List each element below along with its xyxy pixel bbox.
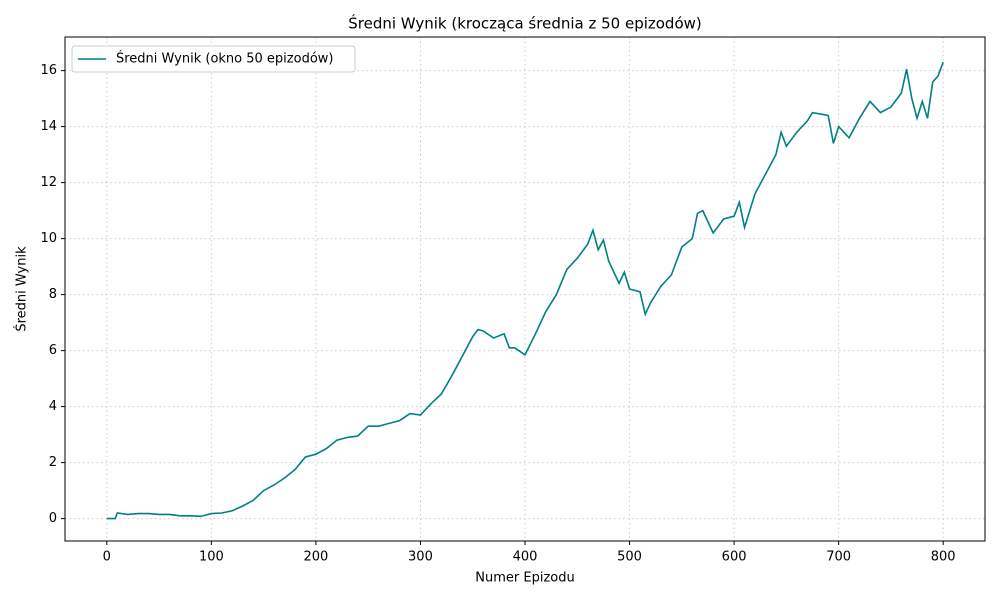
data-line <box>106 61 944 520</box>
y-tick-label: 4 <box>49 399 57 414</box>
x-tick-label: 0 <box>103 550 111 565</box>
x-axis-label: Numer Epizodu <box>475 571 574 586</box>
x-tick-label: 500 <box>617 550 642 565</box>
x-tick-label: 100 <box>199 550 224 565</box>
x-tick-label: 300 <box>408 550 433 565</box>
legend-label: Średni Wynik (okno 50 epizodów) <box>116 51 333 67</box>
x-tick-label: 700 <box>826 550 851 565</box>
y-tick-label: 6 <box>49 343 57 358</box>
y-tick-label: 12 <box>40 175 57 190</box>
y-tick-label: 10 <box>40 231 57 246</box>
chart-title: Średni Wynik (krocząca średnia z 50 epiz… <box>348 14 702 33</box>
plot-frame <box>64 36 986 542</box>
y-tick-label: 14 <box>40 119 57 134</box>
x-tick-label: 200 <box>303 550 328 565</box>
x-tick-label: 800 <box>931 550 956 565</box>
y-axis-label: Średni Wynik <box>14 246 30 332</box>
legend-box <box>71 45 356 73</box>
y-tick-label: 16 <box>40 63 57 78</box>
x-tick-label: 400 <box>513 550 538 565</box>
y-tick-label: 2 <box>49 455 57 470</box>
y-tick-label: 8 <box>49 287 57 302</box>
x-tick-label: 600 <box>722 550 747 565</box>
y-tick-label: 0 <box>49 511 57 526</box>
